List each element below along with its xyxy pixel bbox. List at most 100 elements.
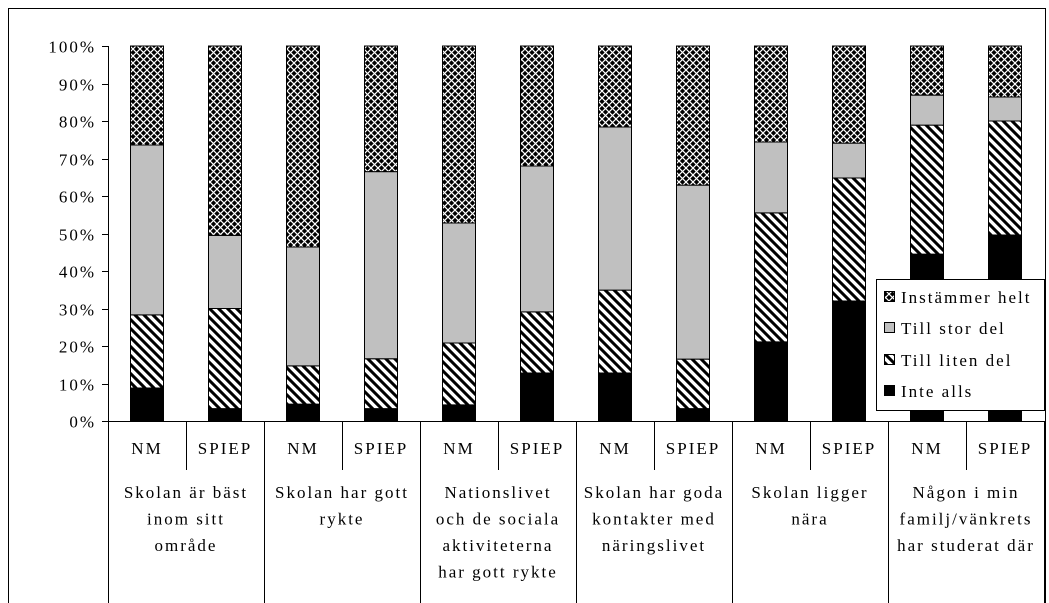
bar-4-till-stor-del <box>364 171 398 360</box>
category-label: SPIEP <box>198 439 252 458</box>
bar-1-till-stor-del <box>130 144 164 316</box>
bar-4-till-liten-del <box>364 358 398 410</box>
group-label-line: har studerat där <box>897 536 1035 555</box>
bar-10-till-liten-del <box>832 177 866 302</box>
bar-10-inte-alls <box>832 300 866 422</box>
group-label-line: aktiviteterna <box>443 536 554 555</box>
bars <box>130 45 1022 422</box>
y-tick-label: 100% <box>48 38 96 57</box>
group-label-line: har gott rykte <box>438 563 558 582</box>
y-tick-label: 70% <box>59 151 96 170</box>
group-label-line: Någon i min <box>913 483 1020 502</box>
group-label-line: kontakter med <box>592 510 716 529</box>
group-label-line: Skolan ligger <box>751 483 868 502</box>
bar-7-instammer-helt <box>598 45 632 128</box>
group-label-line: område <box>155 536 218 555</box>
y-tick-label: 20% <box>59 338 96 357</box>
bar-6-till-liten-del <box>520 311 554 374</box>
category-label: SPIEP <box>354 439 408 458</box>
legend-label: Till liten del <box>901 351 1012 370</box>
y-tick-label: 10% <box>59 376 96 395</box>
bar-2-inte-alls <box>208 408 242 422</box>
legend: Instämmer helt Till stor del Till liten … <box>876 279 1045 411</box>
group-label-line: Skolan har gott <box>275 483 409 502</box>
category-label: SPIEP <box>510 439 564 458</box>
category-label: NM <box>443 439 474 458</box>
y-tick-label: 80% <box>59 113 96 132</box>
legend-item-instammer-helt: Instämmer helt <box>884 288 1031 307</box>
group-label-line: Skolan har goda <box>584 483 724 502</box>
category-label: NM <box>599 439 630 458</box>
bar-5-inte-alls <box>442 404 476 422</box>
bar-8-inte-alls <box>676 408 710 422</box>
bar-4-inte-alls <box>364 408 398 422</box>
bar-3-till-liten-del <box>286 365 320 405</box>
bar-10-instammer-helt <box>832 45 866 144</box>
group-label-line: rykte <box>320 510 365 529</box>
category-label: NM <box>911 439 942 458</box>
bar-4-instammer-helt <box>364 45 398 173</box>
category-label: NM <box>287 439 318 458</box>
bar-7-till-liten-del <box>598 289 632 374</box>
bar-1-till-liten-del <box>130 314 164 389</box>
bar-12-instammer-helt <box>988 45 1022 98</box>
bar-6-instammer-helt <box>520 45 554 167</box>
legend-swatch-crosshatch <box>884 291 895 302</box>
y-tick-label: 90% <box>59 76 96 95</box>
legend-box <box>876 279 1045 411</box>
legend-swatch-diagonal-stripes <box>884 354 895 365</box>
legend-item-till-stor-del: Till stor del <box>884 319 1006 338</box>
y-tick-label: 30% <box>59 301 96 320</box>
bar-7-inte-alls <box>598 372 632 422</box>
category-label: NM <box>131 439 162 458</box>
category-label: SPIEP <box>978 439 1032 458</box>
bar-1-inte-alls <box>130 387 164 422</box>
legend-label: Till stor del <box>901 319 1006 338</box>
bar-3-instammer-helt <box>286 45 320 248</box>
bar-8-instammer-helt <box>676 45 710 186</box>
bar-9-inte-alls <box>754 341 788 422</box>
bar-8-till-stor-del <box>676 184 710 360</box>
legend-item-inte-alls: Inte alls <box>884 382 973 401</box>
y-tick-label: 50% <box>59 226 96 245</box>
group-label-line: och de sociala <box>436 510 560 529</box>
bar-5-till-stor-del <box>442 222 476 344</box>
category-label: SPIEP <box>822 439 876 458</box>
axis-labels: 0% 10% 20% 30% 40% 50% 60% 70% 80% 90% 100% NM SPIEP… <box>48 38 1035 582</box>
bar-3-inte-alls <box>286 403 320 422</box>
category-label: NM <box>755 439 786 458</box>
y-tick-label: 0% <box>69 413 96 432</box>
chart-frame <box>8 8 1046 603</box>
legend-label: Inte alls <box>901 382 973 401</box>
bar-5-till-liten-del <box>442 342 476 406</box>
group-label-line: näringslivet <box>602 536 706 555</box>
bar-6-inte-alls <box>520 372 554 422</box>
bar-10-till-stor-del <box>832 142 866 179</box>
bar-6-till-stor-del <box>520 165 554 313</box>
bar-2-till-stor-del <box>208 234 242 309</box>
legend-swatch-gray <box>884 322 895 333</box>
group-label-line: Nationslivet <box>444 483 551 502</box>
category-label: SPIEP <box>666 439 720 458</box>
legend-item-till-liten-del: Till liten del <box>884 351 1012 370</box>
y-tick-label: 40% <box>59 263 96 282</box>
group-label-line: Skolan är bäst <box>124 483 248 502</box>
bar-9-till-stor-del <box>754 141 788 214</box>
bar-3-till-stor-del <box>286 246 320 367</box>
bar-11-till-liten-del <box>910 124 944 255</box>
bar-2-till-liten-del <box>208 308 242 410</box>
y-tick-label: 60% <box>59 188 96 207</box>
group-label-line: nära <box>791 510 828 529</box>
group-label-line: familj/vänkrets <box>900 510 1033 529</box>
bar-12-till-stor-del <box>988 96 1022 122</box>
legend-label: Instämmer helt <box>901 288 1031 307</box>
axes <box>102 46 1045 603</box>
group-label-line: inom sitt <box>147 510 225 529</box>
legend-swatch-black <box>884 385 895 396</box>
bar-11-instammer-helt <box>910 45 944 96</box>
bar-7-till-stor-del <box>598 126 632 291</box>
bar-9-instammer-helt <box>754 45 788 143</box>
bar-12-till-liten-del <box>988 120 1022 236</box>
bar-11-till-stor-del <box>910 94 944 126</box>
